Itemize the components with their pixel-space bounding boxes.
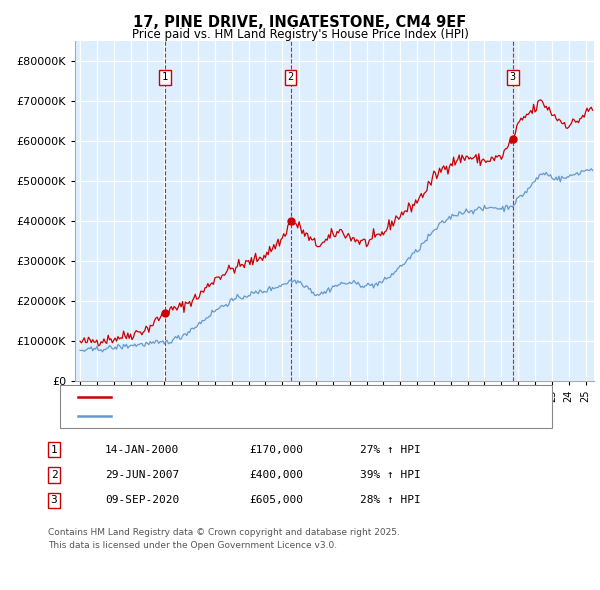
- Text: 09-SEP-2020: 09-SEP-2020: [105, 496, 179, 505]
- Text: Contains HM Land Registry data © Crown copyright and database right 2025.
This d: Contains HM Land Registry data © Crown c…: [48, 528, 400, 549]
- Text: HPI: Average price, semi-detached house, Brentwood: HPI: Average price, semi-detached house,…: [117, 411, 395, 421]
- Text: 3: 3: [50, 496, 58, 505]
- Text: 2: 2: [287, 72, 294, 82]
- Text: 3: 3: [510, 72, 516, 82]
- Text: 1: 1: [162, 72, 168, 82]
- Text: 39% ↑ HPI: 39% ↑ HPI: [360, 470, 421, 480]
- Text: £605,000: £605,000: [249, 496, 303, 505]
- Text: 17, PINE DRIVE, INGATESTONE, CM4 9EF (semi-detached house): 17, PINE DRIVE, INGATESTONE, CM4 9EF (se…: [117, 392, 451, 402]
- Text: £170,000: £170,000: [249, 445, 303, 454]
- Text: Price paid vs. HM Land Registry's House Price Index (HPI): Price paid vs. HM Land Registry's House …: [131, 28, 469, 41]
- Text: 28% ↑ HPI: 28% ↑ HPI: [360, 496, 421, 505]
- Text: 14-JAN-2000: 14-JAN-2000: [105, 445, 179, 454]
- Text: £400,000: £400,000: [249, 470, 303, 480]
- Text: 17, PINE DRIVE, INGATESTONE, CM4 9EF: 17, PINE DRIVE, INGATESTONE, CM4 9EF: [133, 15, 467, 30]
- Text: 2: 2: [50, 470, 58, 480]
- Text: 29-JUN-2007: 29-JUN-2007: [105, 470, 179, 480]
- Text: 1: 1: [50, 445, 58, 454]
- Text: 27% ↑ HPI: 27% ↑ HPI: [360, 445, 421, 454]
